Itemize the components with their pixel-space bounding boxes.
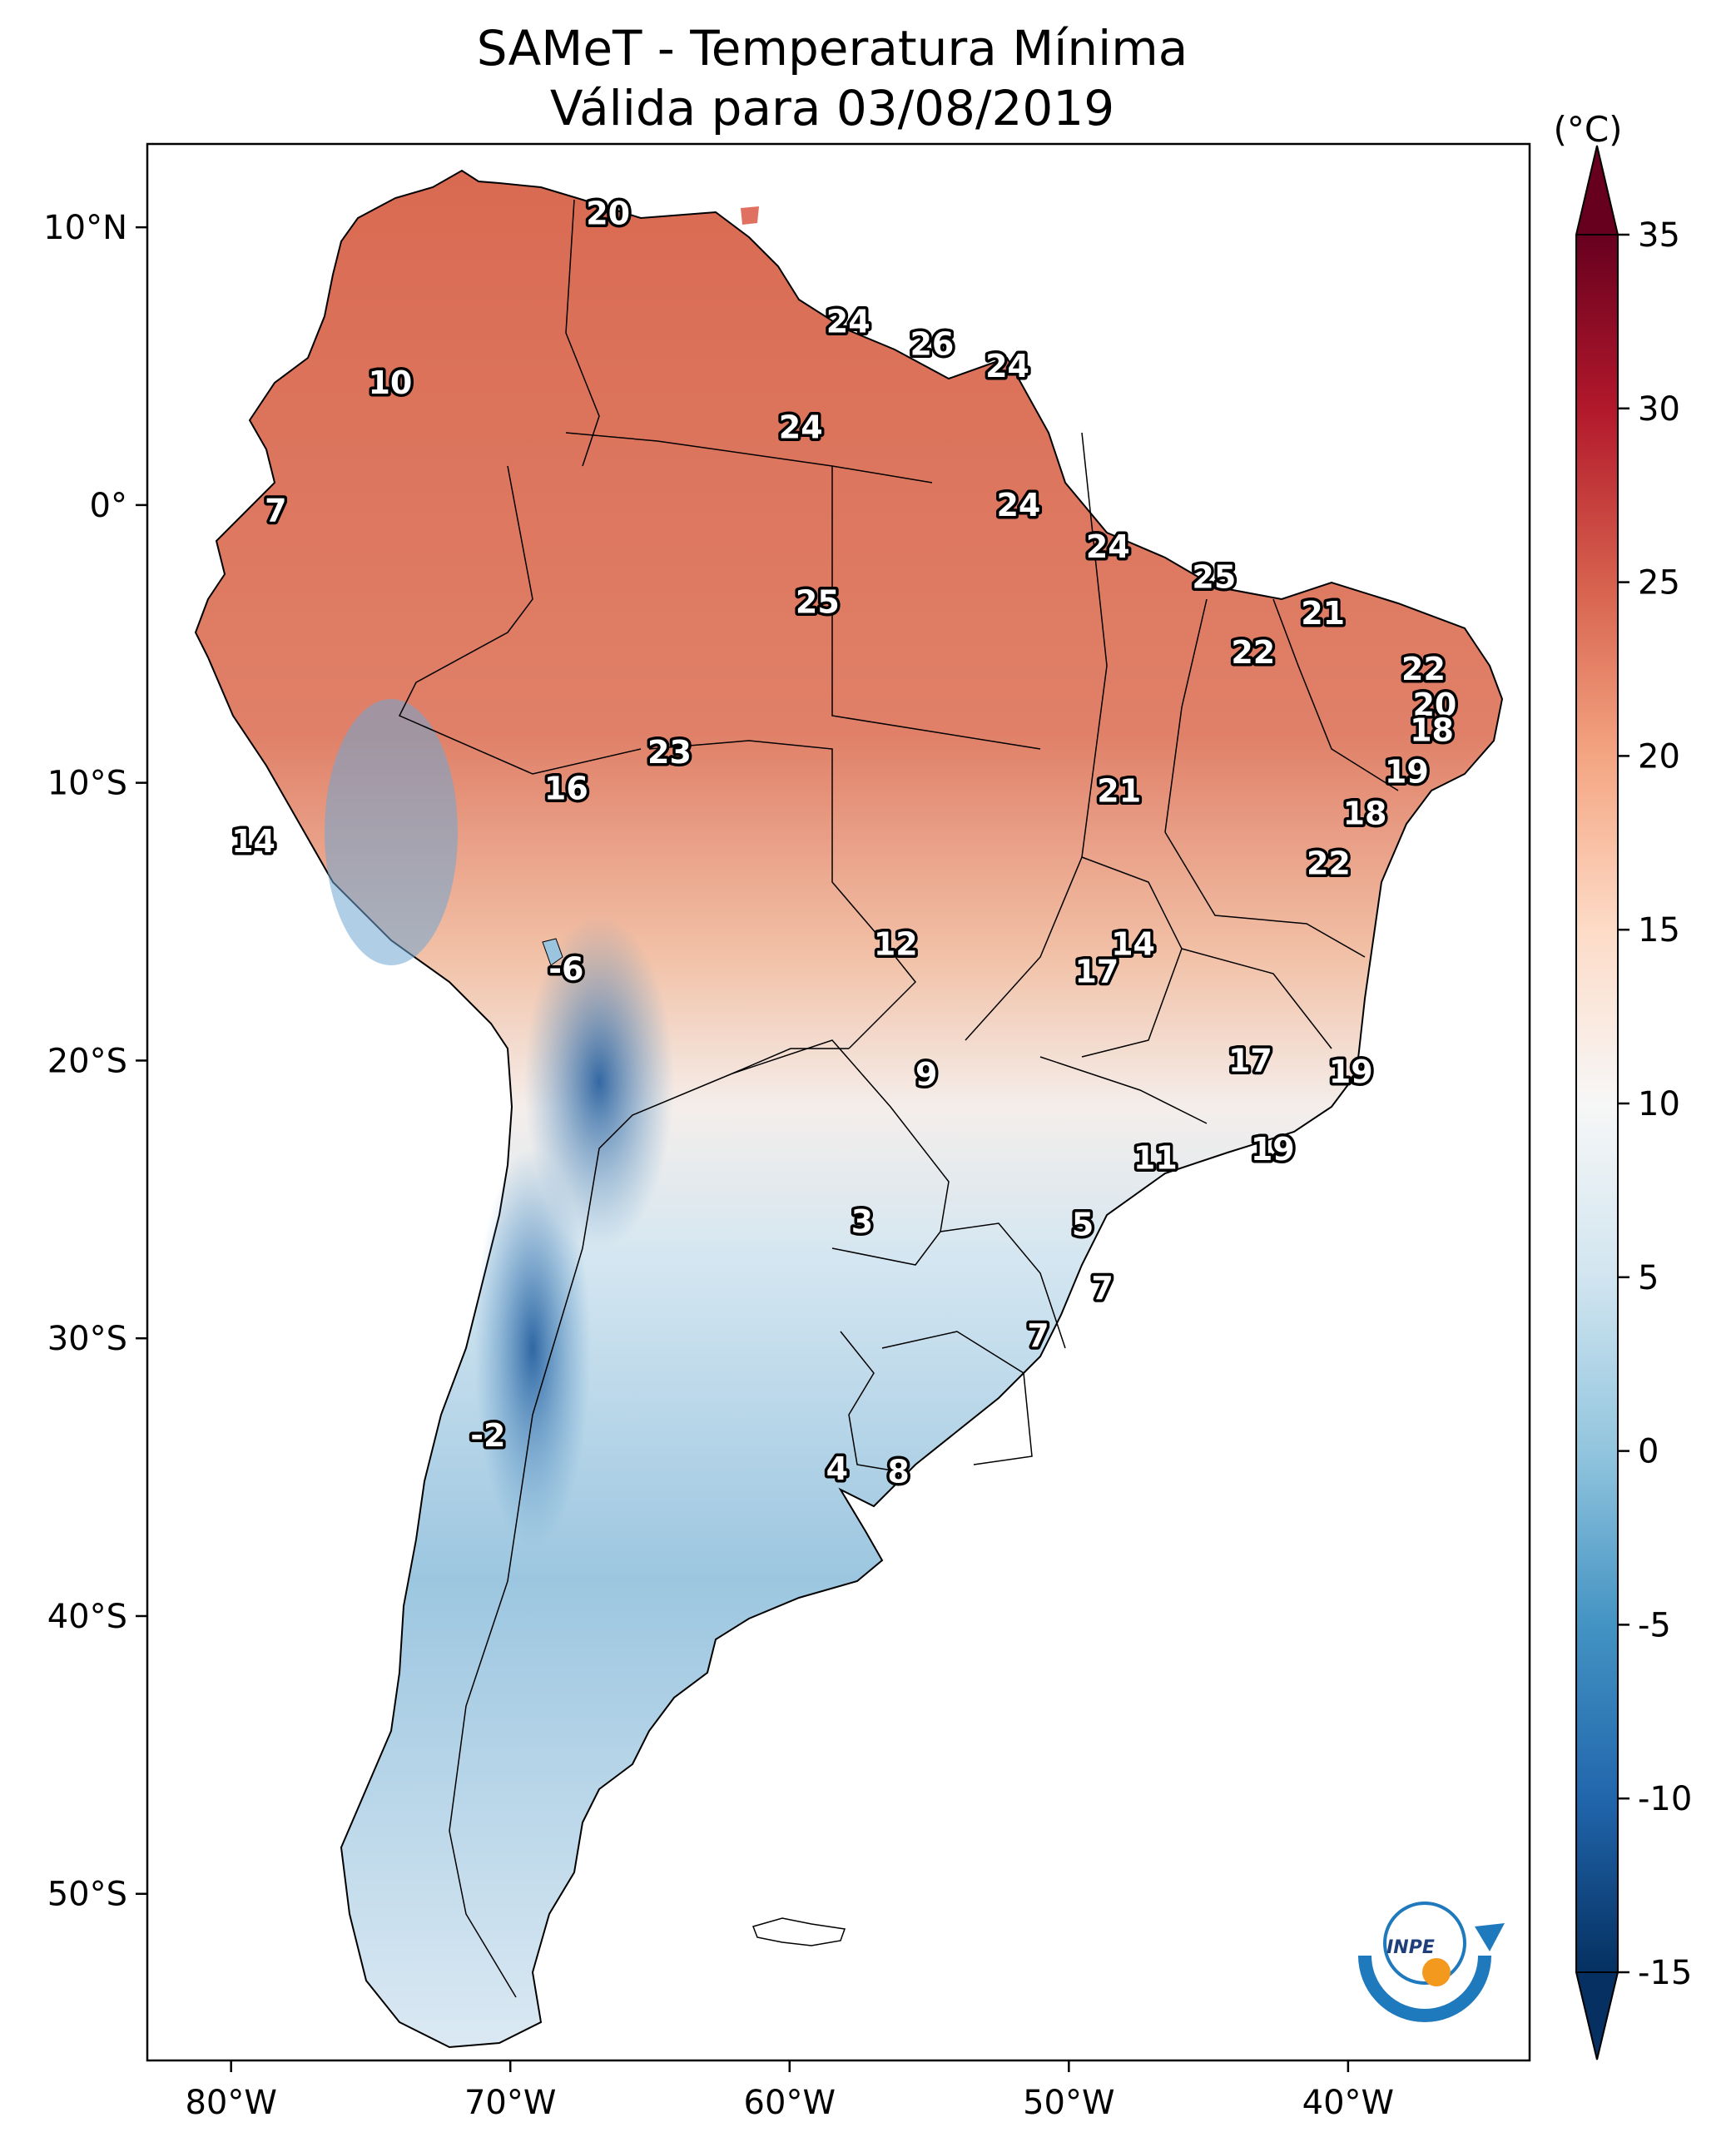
temperature-label: 9 — [915, 1056, 937, 1093]
lat-tick-label: 30°S — [47, 1320, 127, 1358]
lat-tick-label: 0° — [90, 487, 127, 525]
temperature-label: 8 — [887, 1453, 909, 1490]
temperature-label: 18 — [1410, 712, 1454, 748]
colorbar-over-extend — [1575, 145, 1619, 236]
temperature-label: 24 — [985, 348, 1029, 384]
title-line-2: Válida para 03/08/2019 — [550, 80, 1114, 136]
temperature-label: 11 — [1133, 1139, 1178, 1176]
colorbar-scale — [1576, 235, 1618, 1972]
temperature-label: 12 — [874, 925, 918, 962]
colorbar-tick-label: -10 — [1638, 1780, 1692, 1818]
temperature-label: 24 — [826, 304, 870, 340]
lon-tick-label: 40°W — [1302, 2084, 1394, 2122]
temperature-label: 24 — [996, 487, 1040, 523]
colorbar-tick-label: -15 — [1638, 1954, 1692, 1992]
temperature-label: 18 — [1343, 795, 1387, 831]
temperature-label: 23 — [647, 734, 692, 771]
temperature-label: 24 — [1086, 528, 1130, 565]
lat-tick-label: 50°S — [47, 1876, 127, 1914]
temperature-label: 20 — [586, 195, 630, 231]
temperature-label: 17 — [1228, 1042, 1272, 1078]
temperature-label: 7 — [1091, 1270, 1113, 1307]
temperature-label: -6 — [548, 950, 583, 987]
lon-tick-label: 80°W — [185, 2084, 276, 2122]
temperature-label: -2 — [470, 1417, 505, 1454]
colorbar-tick-label: 30 — [1638, 390, 1680, 429]
andes-highlands-peru — [325, 699, 458, 965]
temperature-label: 14 — [231, 823, 275, 860]
temperature-label: 26 — [910, 325, 954, 362]
temperature-label: 22 — [1307, 845, 1351, 881]
inpe-logo: INPE — [1358, 1902, 1505, 2022]
colorbar-unit: (°C) — [1553, 109, 1622, 150]
lon-tick-label: 70°W — [464, 2084, 556, 2122]
colorbar-tick-label: 0 — [1638, 1433, 1659, 1471]
temperature-label: 16 — [544, 770, 588, 806]
svg-text:INPE: INPE — [1386, 1937, 1435, 1958]
lake-titicaca — [542, 938, 563, 966]
map-frame — [146, 142, 1531, 2062]
south-america-landmass — [194, 169, 1504, 2049]
lon-tick-label: 60°W — [744, 2084, 836, 2122]
falkland-islands — [752, 1917, 846, 1946]
colorbar-tick-label: 5 — [1638, 1259, 1659, 1297]
andes-cold-core-south — [474, 1148, 591, 1548]
lat-tick-label: 20°S — [47, 1042, 127, 1080]
temperature-label: 24 — [779, 409, 823, 445]
temperature-label: 25 — [796, 584, 840, 621]
colorbar-tick-label: 10 — [1638, 1085, 1680, 1123]
colorbar-tick-label: 25 — [1638, 564, 1680, 602]
lon-tick-label: 50°W — [1023, 2084, 1114, 2122]
temperature-label: 22 — [1231, 634, 1275, 671]
title-line-1: SAMeT - Temperatura Mínima — [477, 20, 1188, 77]
colorbar: (°C) 35 30 25 20 15 10 5 0 -5 -10 -15 — [1553, 109, 1692, 2060]
temperature-label: 20 — [1412, 687, 1456, 723]
lat-tick-label: 10°N — [43, 209, 127, 247]
temperature-label: 22 — [1401, 651, 1446, 687]
temperature-label: 7 — [265, 493, 286, 529]
lat-tick-label: 40°S — [47, 1598, 127, 1636]
temperature-label: 19 — [1385, 753, 1429, 790]
colorbar-tick-label: 15 — [1638, 911, 1680, 950]
colorbar-under-extend — [1575, 1971, 1619, 2060]
caribbean-islands — [741, 206, 759, 225]
colorbar-tick-label: 35 — [1638, 216, 1680, 255]
temperature-label: 21 — [1301, 595, 1345, 632]
andes-cold-core-north — [524, 915, 674, 1248]
lat-tick-label: 10°S — [47, 765, 127, 803]
temperature-label: 14 — [1111, 925, 1155, 962]
temperature-label: 19 — [1329, 1054, 1373, 1090]
temperature-label: 25 — [1192, 559, 1236, 596]
colorbar-tick-label: -5 — [1638, 1606, 1671, 1644]
colorbar-ticks: 35 30 25 20 15 10 5 0 -5 -10 -15 — [1618, 216, 1692, 1992]
longitude-ticks: 80°W 70°W 60°W 50°W 40°W — [185, 2060, 1394, 2122]
temperature-label: 17 — [1074, 954, 1118, 990]
temperature-label: 3 — [851, 1203, 873, 1240]
temperature-label: 19 — [1251, 1131, 1295, 1168]
temperature-label: 10 — [368, 364, 412, 401]
country-borders — [398, 199, 1399, 1998]
temperature-label: 4 — [826, 1450, 848, 1487]
temperature-label: 5 — [1072, 1206, 1094, 1242]
temperature-label: 7 — [1027, 1317, 1049, 1354]
map-panel — [146, 142, 1531, 2062]
temperature-label: 21 — [1097, 773, 1141, 810]
colorbar-tick-label: 20 — [1638, 737, 1680, 776]
latitude-ticks: 10°N 0° 10°S 20°S 30°S 40°S 50°S — [43, 209, 147, 1914]
